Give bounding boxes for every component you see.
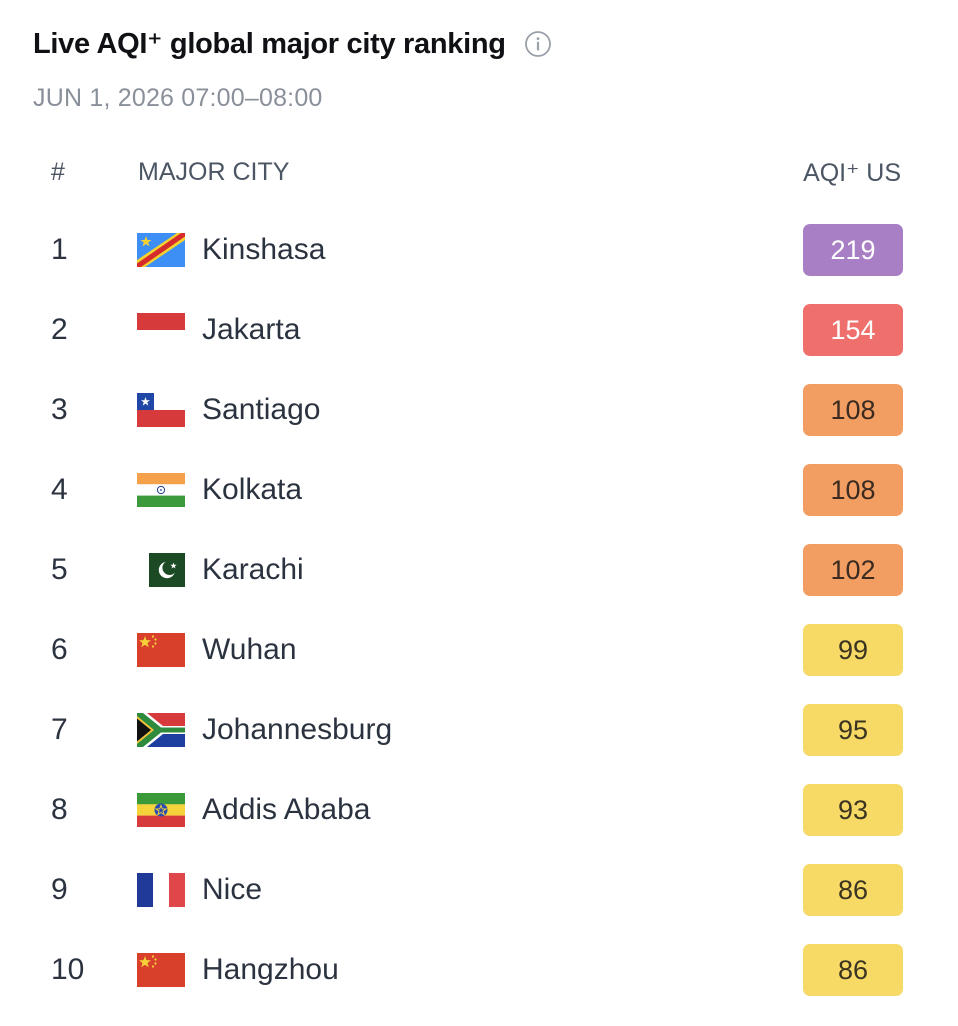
aqi-badge: 93 bbox=[803, 784, 903, 836]
china-flag-icon bbox=[137, 633, 185, 667]
aqi-badge: 108 bbox=[803, 464, 903, 516]
aqi-column-header: AQI⁺ US bbox=[803, 159, 901, 187]
chile-flag-icon bbox=[137, 393, 185, 427]
france-flag-icon bbox=[137, 873, 185, 907]
table-row[interactable]: 9 Nice 86 bbox=[0, 850, 958, 930]
rank-number: 10 bbox=[51, 953, 85, 986]
table-row[interactable]: 1 Kinshasa 219 bbox=[0, 210, 958, 290]
rank-number: 5 bbox=[51, 553, 68, 586]
table-row[interactable]: 4 Kolkata 108 bbox=[0, 450, 958, 530]
aqi-badge: 99 bbox=[803, 624, 903, 676]
city-name: Santiago bbox=[202, 393, 321, 426]
table-row[interactable]: 3 Santiago 108 bbox=[0, 370, 958, 450]
table-header: # MAJOR CITY AQI⁺ US bbox=[0, 156, 958, 192]
page-title: Live AQI⁺ global major city ranking bbox=[33, 28, 506, 60]
rank-number: 2 bbox=[51, 313, 68, 346]
aqi-badge: 86 bbox=[803, 944, 903, 996]
table-row[interactable]: 5 Karachi 102 bbox=[0, 530, 958, 610]
table-row[interactable]: 8 Addis Ababa 93 bbox=[0, 770, 958, 850]
table-row[interactable]: 2 Jakarta 154 bbox=[0, 290, 958, 370]
city-name: Hangzhou bbox=[202, 953, 339, 986]
rank-number: 7 bbox=[51, 713, 68, 746]
rank-number: 9 bbox=[51, 873, 68, 906]
city-name: Jakarta bbox=[202, 313, 301, 346]
aqi-badge: 102 bbox=[803, 544, 903, 596]
info-icon[interactable] bbox=[524, 30, 552, 58]
aqi-badge: 86 bbox=[803, 864, 903, 916]
table-row[interactable]: 10 Hangzhou 86 bbox=[0, 930, 958, 1010]
city-name: Nice bbox=[202, 873, 263, 906]
timestamp-subtitle: JUN 1, 2026 07:00–08:00 bbox=[33, 84, 323, 112]
city-name: Addis Ababa bbox=[202, 793, 371, 826]
aqi-badge: 219 bbox=[803, 224, 903, 276]
rank-number: 6 bbox=[51, 633, 68, 666]
table-row[interactable]: 6 Wuhan 99 bbox=[0, 610, 958, 690]
title-row: Live AQI⁺ global major city ranking bbox=[33, 26, 552, 61]
city-name: Karachi bbox=[202, 553, 304, 586]
city-column-header: MAJOR CITY bbox=[138, 158, 290, 186]
rank-number: 4 bbox=[51, 473, 68, 506]
aqi-badge: 108 bbox=[803, 384, 903, 436]
south-africa-flag-icon bbox=[137, 713, 185, 747]
drc-flag-icon bbox=[137, 233, 185, 267]
city-name: Johannesburg bbox=[202, 713, 393, 746]
aqi-badge: 154 bbox=[803, 304, 903, 356]
city-name: Kolkata bbox=[202, 473, 303, 506]
pakistan-flag-icon bbox=[137, 553, 185, 587]
india-flag-icon bbox=[137, 473, 185, 507]
indonesia-flag-icon bbox=[137, 313, 185, 347]
table-row[interactable]: 7 Johannesburg 95 bbox=[0, 690, 958, 770]
rank-number: 1 bbox=[51, 233, 68, 266]
rank-number: 3 bbox=[51, 393, 68, 426]
aqi-badge: 95 bbox=[803, 704, 903, 756]
rank-number: 8 bbox=[51, 793, 68, 826]
city-name: Wuhan bbox=[202, 633, 297, 666]
china-flag-icon bbox=[137, 953, 185, 987]
rank-column-header: # bbox=[51, 158, 65, 186]
city-name: Kinshasa bbox=[202, 233, 326, 266]
ethiopia-flag-icon bbox=[137, 793, 185, 827]
